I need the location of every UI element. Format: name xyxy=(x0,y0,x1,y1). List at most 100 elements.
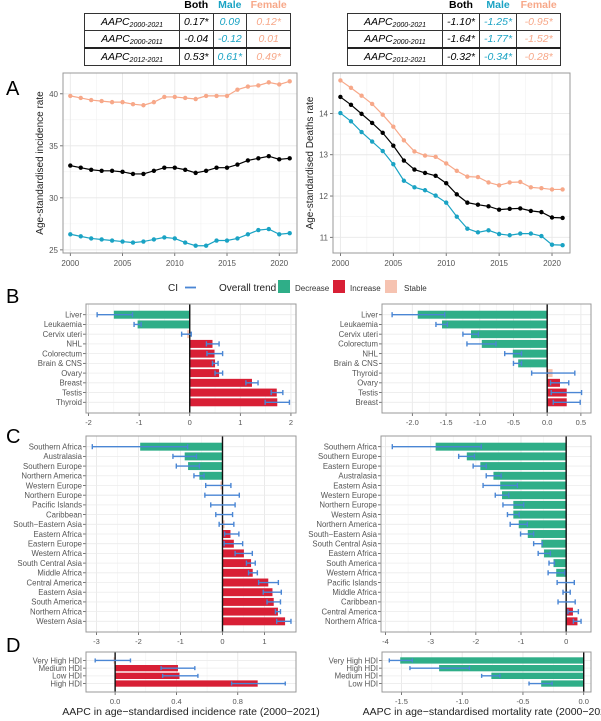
header-female: Female xyxy=(250,0,287,11)
cell-male: 0.61* xyxy=(212,47,248,66)
table-row: AAPC2000-2021 -1.10* -1.25* -0.95* xyxy=(347,13,562,31)
category-label: High HDI xyxy=(50,679,82,688)
data-point-male xyxy=(412,185,417,190)
bar xyxy=(188,462,223,471)
x-tick-label: -2 xyxy=(85,418,92,427)
data-point-both xyxy=(266,154,271,159)
category-label: Western Africa xyxy=(31,549,82,558)
category-label: Central America xyxy=(27,578,83,587)
chart-A-incidence: 2000 2005 2010 2015 2020 25 30 35 40Age-standard… xyxy=(35,72,298,268)
data-point-male xyxy=(391,162,396,167)
category-label: Caribbean xyxy=(341,598,377,607)
x-tick-label: -4 xyxy=(382,637,389,646)
data-point-male xyxy=(496,231,502,237)
data-point-male xyxy=(214,238,219,243)
legend-trend-title: Overall trend xyxy=(219,283,276,294)
category-label: Ovary xyxy=(61,369,82,378)
data-point-both xyxy=(359,111,364,117)
category-label: Southern Africa xyxy=(29,442,83,451)
bar xyxy=(500,481,567,490)
bar xyxy=(222,607,278,616)
bar xyxy=(470,330,548,339)
bar xyxy=(435,442,567,451)
bar xyxy=(541,539,567,548)
category-label: Leukaemia xyxy=(44,320,83,329)
category-label: Pacific Islands xyxy=(32,501,82,510)
table-row: AAPC2012-2021 0.53* 0.61* 0.49* xyxy=(84,47,292,66)
data-point-female xyxy=(359,93,364,98)
bar xyxy=(189,369,220,378)
x-tick-label: 2015 xyxy=(218,259,236,268)
plot-background xyxy=(86,304,296,413)
x-tick-label: 0.0 xyxy=(110,697,120,706)
legend: CI Overall trend Decrease Increase Stabl… xyxy=(168,280,427,294)
data-point-male xyxy=(183,240,188,245)
bar xyxy=(189,388,277,397)
category-label: South Central Asia xyxy=(17,559,82,568)
plot-border xyxy=(332,72,571,254)
category-label: Thyroid xyxy=(56,398,82,407)
row-label: AAPC2000-2021 xyxy=(84,13,180,31)
x-tick-label: 2005 xyxy=(114,259,132,268)
bar xyxy=(189,398,278,407)
cell-female: 0.12* xyxy=(246,13,292,31)
bar xyxy=(553,559,567,568)
data-point-both xyxy=(203,168,209,174)
legend-ci-label: CI xyxy=(168,283,178,294)
data-point-both xyxy=(78,165,83,170)
data-point-female xyxy=(422,153,428,158)
category-label: Medium HDI xyxy=(39,664,82,673)
data-point-female xyxy=(507,180,512,185)
data-point-female xyxy=(539,185,544,191)
bar xyxy=(115,680,258,687)
category-label: Middle Africa xyxy=(37,569,82,578)
category-label: South−Eastern Asia xyxy=(308,530,377,539)
header-both: Both xyxy=(449,0,473,11)
data-point-male xyxy=(359,129,364,135)
data-point-male xyxy=(99,237,104,242)
x-tick-label: 2005 xyxy=(384,259,402,268)
category-label: Western Europe xyxy=(321,491,377,500)
category-label: Caribbean xyxy=(46,510,82,519)
category-label: Colorectum xyxy=(42,349,82,358)
x-tick-label: -1 xyxy=(518,637,525,646)
category-label: Ovary xyxy=(357,379,378,388)
data-point-male xyxy=(266,226,271,232)
plot-background xyxy=(63,73,297,253)
category-label: South Central Asia xyxy=(312,540,377,549)
chart-B-mortality: -2.0 -1.5 -1.0 -0.5 0.0 0.5 LiverLeukaemiaCerv… xyxy=(334,303,592,427)
y-axis-title: Age-standardised Deaths rate xyxy=(305,96,316,229)
category-label: Cervix uteri xyxy=(339,330,379,339)
data-point-male xyxy=(193,243,198,248)
data-point-male xyxy=(151,237,157,242)
bar xyxy=(189,349,215,358)
data-point-male xyxy=(539,233,544,239)
data-point-female xyxy=(109,99,115,105)
category-label: Testis xyxy=(358,388,378,397)
data-point-male xyxy=(120,239,125,244)
data-point-both xyxy=(528,208,534,214)
data-point-both xyxy=(465,200,470,205)
category-label: Northern America xyxy=(21,472,82,481)
cell-male: -1.25* xyxy=(479,13,518,31)
bar xyxy=(466,452,567,461)
x-tick-label: 2010 xyxy=(437,259,455,268)
table-row: AAPC2000-2011 -1.64* -1.77* -1.52* xyxy=(347,30,562,49)
plot-border xyxy=(381,303,592,414)
data-point-female xyxy=(444,161,449,166)
x-tick-label: 0.8 xyxy=(233,697,243,706)
category-label: Eastern Africa xyxy=(328,549,377,558)
data-point-female xyxy=(391,124,396,129)
x-tick-label: 0.0 xyxy=(542,418,552,427)
row-label: AAPC2000-2011 xyxy=(84,30,180,49)
data-point-female xyxy=(266,80,271,85)
y-tick-label: 12 xyxy=(319,192,328,201)
bar xyxy=(442,320,548,329)
data-point-both xyxy=(109,168,115,174)
category-label: Pacific Islands xyxy=(327,578,377,587)
data-point-female xyxy=(120,99,125,105)
data-point-male xyxy=(78,234,83,239)
data-point-both xyxy=(539,209,544,215)
data-point-male xyxy=(454,214,459,219)
